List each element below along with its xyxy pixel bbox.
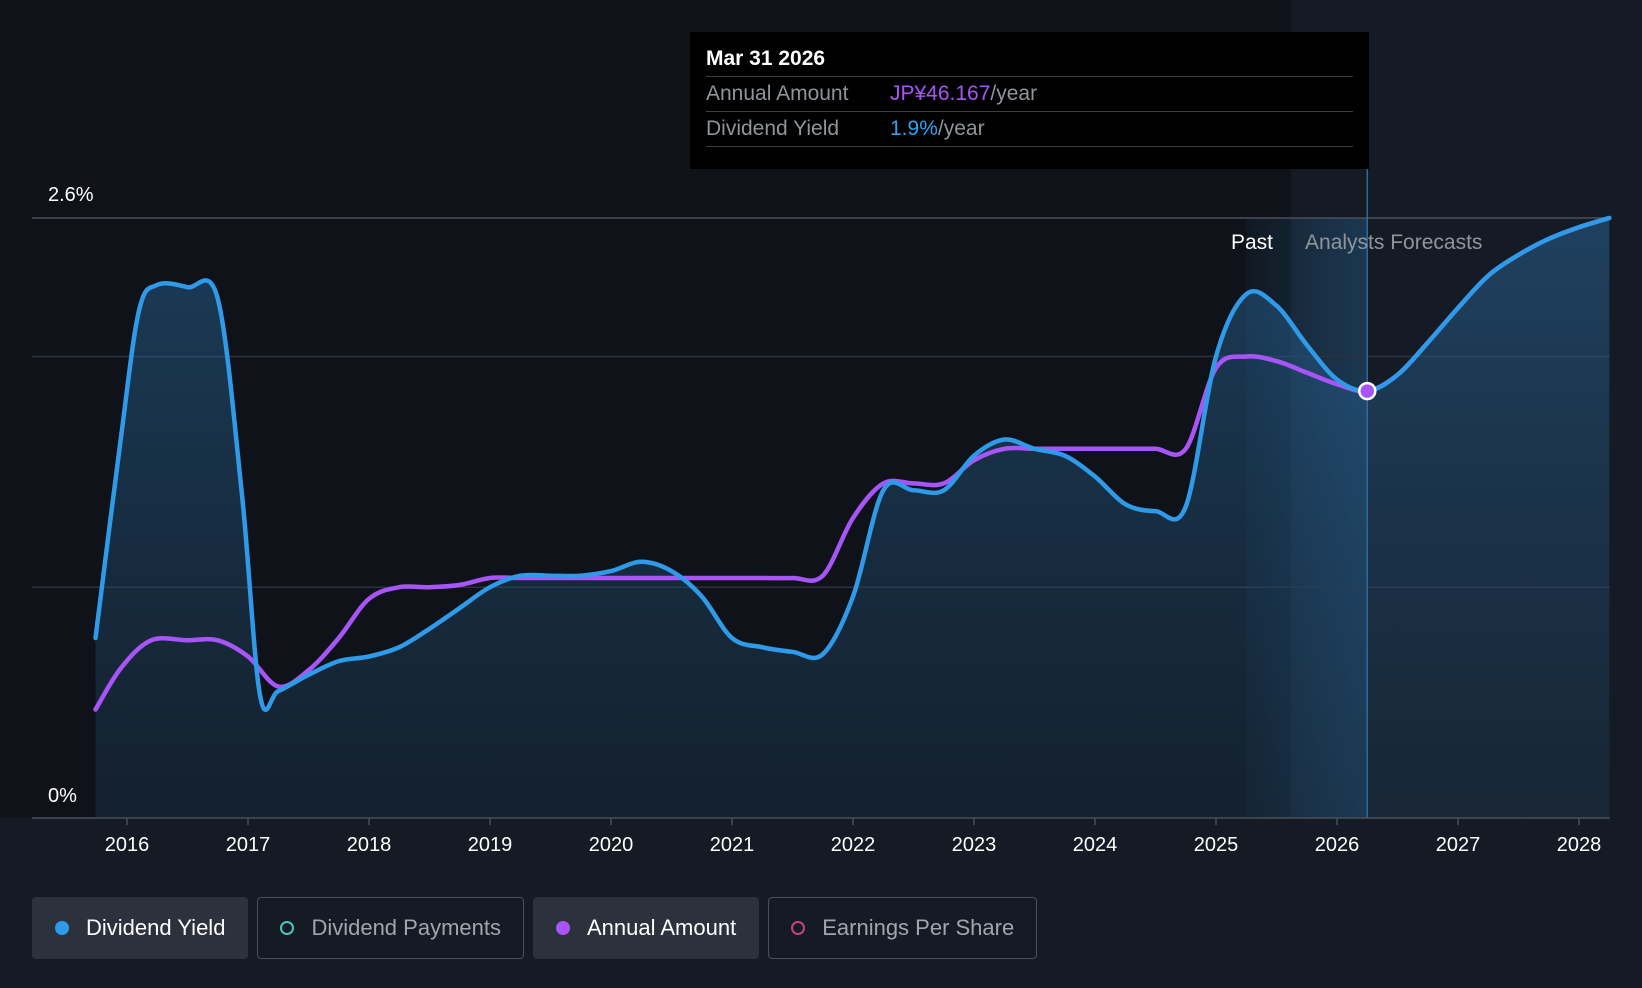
tooltip-row-annual-amount: Annual Amount JP¥46.167 /year xyxy=(706,77,1353,112)
x-tick-label: 2025 xyxy=(1194,834,1239,856)
dividend-yield-area xyxy=(95,218,1610,818)
forecast-label: Analysts Forecasts xyxy=(1305,231,1482,254)
x-tick-label: 2024 xyxy=(1073,834,1118,856)
tooltip-date: Mar 31 2026 xyxy=(706,44,1353,77)
tooltip-label: Annual Amount xyxy=(706,82,849,105)
tooltip-value: JP¥46.167 xyxy=(890,82,991,105)
x-tick-label: 2018 xyxy=(347,834,392,856)
annual-amount-dot-icon xyxy=(555,921,570,935)
y-tick-top: 2.6% xyxy=(48,184,94,206)
yield-area xyxy=(95,218,1610,818)
legend: Dividend Yield Dividend Payments Annual … xyxy=(32,897,1046,959)
x-tick-label: 2023 xyxy=(952,834,997,856)
x-tick-label: 2019 xyxy=(468,834,513,856)
hover-marker xyxy=(1358,381,1377,401)
tooltip-unit: /year xyxy=(990,82,1038,105)
x-tick-label: 2022 xyxy=(831,834,876,856)
y-tick-bottom: 0% xyxy=(48,785,77,807)
earnings-per-share-circle-icon xyxy=(791,921,806,935)
x-tick-label: 2028 xyxy=(1557,834,1602,856)
dividend-yield-line xyxy=(93,215,1612,713)
legend-dividend-payments-button[interactable]: Dividend Payments xyxy=(257,897,524,959)
series-lines xyxy=(93,215,1612,713)
x-tick-label: 2021 xyxy=(710,834,755,856)
x-tick-label: 2020 xyxy=(589,834,634,856)
past-label: Past xyxy=(1231,231,1273,254)
x-tick-label: 2016 xyxy=(105,834,150,856)
tooltip: Mar 31 2026 Annual Amount JP¥46.167 /yea… xyxy=(690,32,1369,169)
legend-label: Earnings Per Share xyxy=(822,915,1015,940)
tooltip-row-dividend-yield: Dividend Yield 1.9% /year xyxy=(706,112,1353,147)
x-tick-label: 2026 xyxy=(1315,834,1360,856)
legend-annual-amount-button[interactable]: Annual Amount xyxy=(532,897,760,959)
tooltip-unit: /year xyxy=(937,117,985,140)
tooltip-label: Dividend Yield xyxy=(706,117,840,140)
legend-earnings-per-share-button[interactable]: Earnings Per Share xyxy=(768,897,1038,959)
legend-label: Dividend Yield xyxy=(86,915,226,940)
legend-dividend-yield-button[interactable]: Dividend Yield xyxy=(32,897,249,959)
x-axis: 2016 2017 2018 2019 2020 2021 2022 2023 2024 2025… xyxy=(32,817,1610,856)
legend-label: Annual Amount xyxy=(586,915,737,940)
legend-label: Dividend Payments xyxy=(311,915,501,940)
dividend-yield-dot-icon xyxy=(55,921,69,935)
x-tick-label: 2027 xyxy=(1436,834,1481,856)
tooltip-value: 1.9% xyxy=(890,117,938,140)
x-tick-label: 2017 xyxy=(226,834,271,856)
dividend-payments-circle-icon xyxy=(280,921,295,935)
